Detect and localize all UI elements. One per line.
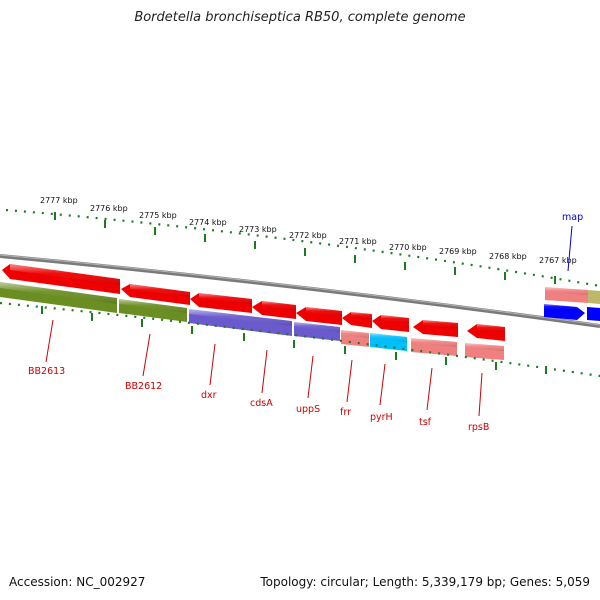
leader-map [567, 225, 573, 272]
kbp-label: 2777 kbp [40, 196, 78, 205]
kbp-label: 2773 kbp [239, 225, 277, 234]
kbp-label: 2772 kbp [289, 231, 327, 240]
gene-label-map: map [562, 212, 583, 223]
leader-BB2612 [142, 333, 151, 377]
gene-label-tsf: tsf [419, 417, 432, 428]
reverse-strand-features [2, 264, 505, 341]
gene-label-BB2613: BB2613 [28, 366, 65, 377]
gene-feature-next [587, 307, 600, 321]
category-features [0, 282, 504, 360]
leader-tsf [426, 367, 433, 411]
gene-label-cdsA: cdsA [250, 398, 273, 409]
gene-label-BB2612: BB2612 [125, 381, 162, 392]
gene-leader-lines [45, 225, 573, 417]
leader-frr [346, 359, 353, 403]
kbp-label: 2776 kbp [90, 204, 128, 213]
gene-labels: BB2613 BB2612 dxr cdsA uppS frr pyrH tsf… [28, 212, 583, 433]
gene-label-frr: frr [340, 407, 351, 418]
kbp-label: 2775 kbp [139, 211, 177, 220]
leader-rpsB [478, 372, 483, 417]
genome-backbone [0, 254, 600, 328]
kbp-label: 2768 kbp [489, 252, 527, 261]
kbp-label: 2774 kbp [189, 218, 227, 227]
kbp-label: 2769 kbp [439, 247, 477, 256]
kbp-label: 2771 kbp [339, 237, 377, 246]
map-gene-features [544, 287, 600, 321]
gene-label-dxr: dxr [201, 390, 217, 401]
kbp-label: 2767 kbp [539, 256, 577, 265]
outer-tick-arc [5, 208, 600, 288]
genome-summary-text: Topology: circular; Length: 5,339,179 bp… [260, 575, 590, 589]
leader-pyrH [379, 363, 386, 406]
accession-text: Accession: NC_002927 [9, 575, 146, 589]
leader-uppS [307, 355, 314, 399]
gene-label-pyrH: pyrH [370, 412, 393, 423]
map-title: Bordetella bronchiseptica RB50, complete… [134, 10, 466, 25]
inner-tick-ring [0, 301, 600, 378]
gene-label-rpsB: rpsB [468, 422, 489, 433]
outer-tick-ring [5, 208, 600, 288]
gene-label-uppS: uppS [296, 404, 320, 415]
leader-cdsA [261, 349, 268, 394]
leader-BB2613 [45, 319, 54, 363]
kbp-label: 2770 kbp [389, 243, 427, 252]
leader-dxr [209, 343, 216, 386]
genome-backbone-highlight [0, 254, 600, 326]
kbp-labels: 2777 kbp 2776 kbp 2775 kbp 2774 kbp 2773… [40, 196, 577, 265]
category-box-khaki [588, 290, 600, 304]
